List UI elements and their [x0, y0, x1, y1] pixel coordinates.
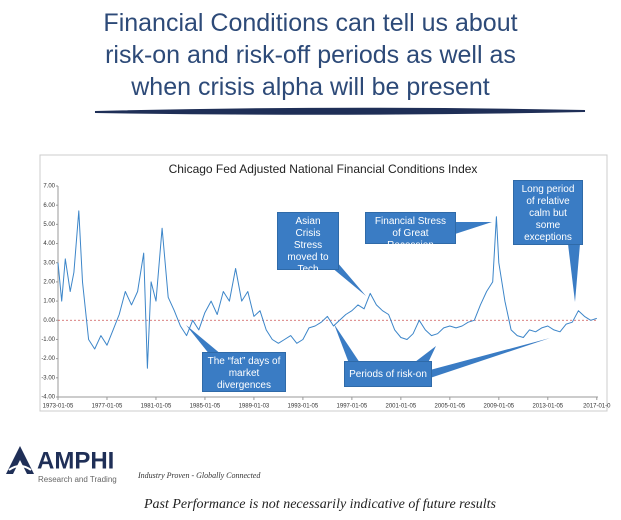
annotation: Financial Stress of Great Recession [365, 212, 456, 251]
y-tick-label: -2.00 [41, 356, 55, 362]
x-tick-label: 1985-01-05 [190, 404, 221, 410]
y-tick-label: 6.00 [43, 203, 55, 209]
y-tick-label: 1.00 [43, 299, 55, 305]
annotation: Asian Crisis Stress moved to Tech Bubble [277, 212, 339, 287]
pointer [430, 338, 550, 378]
y-tick-label: -3.00 [41, 375, 55, 381]
pointer [455, 222, 492, 234]
y-tick-label: 5.00 [43, 222, 55, 228]
pointer [415, 346, 436, 365]
logo-mark [6, 446, 34, 474]
y-tick-label: 2.00 [43, 279, 55, 285]
heading-line: Financial Conditions can tell us about [103, 9, 518, 37]
callout-pointers [186, 222, 580, 378]
x-tick-label: 1997-01-05 [337, 404, 368, 410]
heading-line: when crisis alpha will be present [131, 73, 490, 101]
annotation: Periods of risk-on [344, 361, 432, 387]
motto: Industry Proven - Globally Connected [137, 471, 261, 480]
x-tick-label: 1993-01-05 [288, 404, 319, 410]
heading-line: risk-on and risk-off periods as well as [105, 41, 516, 69]
x-tick-label: 1977-01-05 [92, 404, 123, 410]
x-tick-label: 2001-01-05 [386, 404, 417, 410]
series-line [57, 210, 597, 369]
logo-name: AMPHI [37, 447, 114, 474]
annotation: The “fat” days of market divergences [202, 352, 286, 392]
x-tick-label: 1981-01-05 [141, 404, 172, 410]
y-tick-label: -4.00 [41, 395, 55, 401]
x-tick-label: 1989-01-03 [239, 404, 270, 410]
chart-frame [39, 154, 608, 412]
x-tick-label: 2005-01-05 [434, 404, 465, 410]
pointer [334, 324, 362, 366]
x-tick-label: 1973-01-05 [43, 404, 74, 410]
x-tick-label: 2017-01-0 [583, 404, 611, 410]
annotation: Long period of relative calm but some ex… [513, 180, 583, 245]
chart-title: Chicago Fed Adjusted National Financial … [169, 162, 478, 176]
y-tick-label: 7.00 [43, 184, 55, 190]
pointer [568, 244, 580, 302]
y-tick-label: 4.00 [43, 241, 55, 247]
x-tick-label: 2013-01-05 [532, 404, 563, 410]
y-tick-label: -1.00 [41, 337, 55, 343]
pointer [325, 262, 366, 296]
y-tick-label: 3.00 [43, 260, 55, 266]
title-swoosh [94, 107, 586, 115]
logo-tagline: Research and Trading [38, 475, 117, 484]
x-tick-label: 2009-01-05 [483, 404, 514, 410]
y-tick-label: 0.00 [43, 318, 55, 324]
pointer [186, 325, 222, 355]
disclaimer: Past Performance is not necessarily indi… [143, 497, 497, 512]
